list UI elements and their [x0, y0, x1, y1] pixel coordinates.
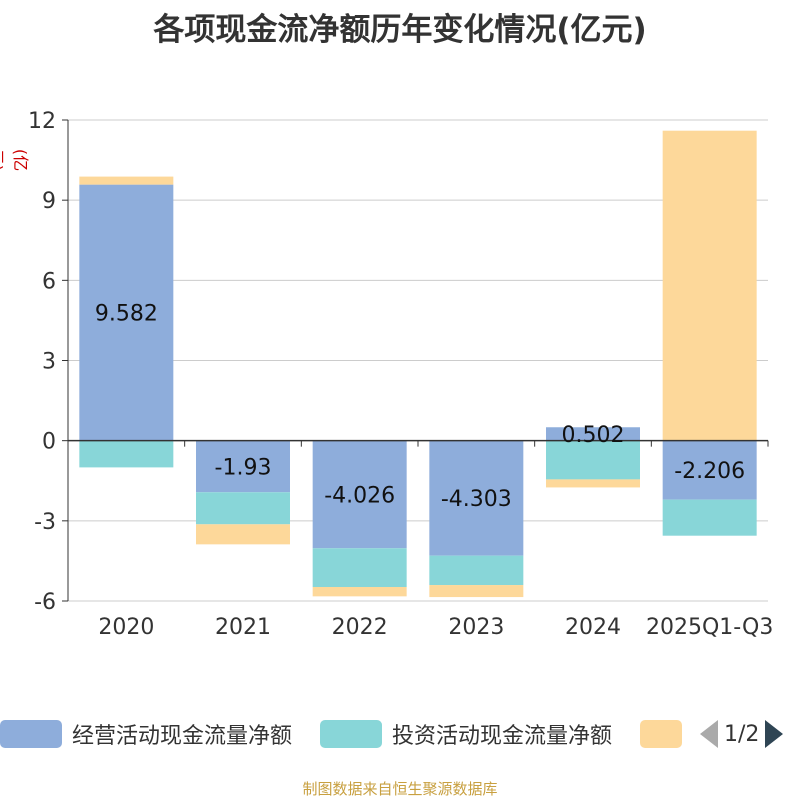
chart-title: 各项现金流净额历年变化情况(亿元)	[153, 12, 647, 48]
data-label: 9.582	[95, 302, 158, 327]
data-label: -2.206	[674, 459, 745, 484]
y-tick-label: 9	[42, 189, 56, 214]
y-tick-label: 3	[42, 350, 56, 375]
bar-segment-investing	[196, 492, 290, 525]
bar-segment-operating	[79, 184, 174, 441]
bar-segment-financing	[79, 176, 174, 185]
legend-label-investing: 投资活动现金流量净额	[392, 724, 613, 749]
legend-item-investing[interactable]: 投资活动现金流量净额	[320, 718, 612, 750]
bar-segment-operating	[429, 440, 524, 556]
legend-swatch-financing	[640, 720, 682, 748]
legend-pager: 1/2	[700, 718, 800, 750]
y-tick-label: -3	[34, 510, 56, 535]
x-tick-label: 2022	[332, 615, 388, 640]
legend-label-operating: 经营活动现金流量净额	[72, 724, 293, 749]
x-tick-label: 2025Q1-Q3	[646, 615, 773, 640]
y-tick-label: 0	[42, 430, 56, 455]
data-label: -4.303	[441, 487, 512, 512]
x-tick-label: 2023	[448, 615, 504, 640]
legend-item-operating[interactable]: 经营活动现金流量净额	[0, 718, 292, 750]
x-tick-label: 2021	[215, 615, 271, 640]
bar-segment-operating	[662, 440, 757, 500]
y-tick-label: -6	[34, 590, 56, 615]
data-source-note: 制图数据来自恒生聚源数据库	[302, 780, 498, 798]
bar-segment-operating	[312, 440, 407, 549]
bar-segment-financing	[429, 585, 524, 598]
bar-segment-investing	[312, 548, 407, 587]
legend-page-indicator: 1/2	[724, 721, 760, 747]
legend-swatch-operating	[0, 720, 62, 748]
bar-segment-investing	[429, 555, 524, 586]
bar-segment-investing	[546, 440, 640, 480]
x-tick-label: 2024	[565, 615, 621, 640]
data-label: -1.93	[215, 455, 272, 480]
legend-item-financing[interactable]	[640, 718, 692, 750]
bar-segment-financing	[546, 479, 640, 488]
triangle-left-icon[interactable]	[700, 720, 718, 748]
triangle-right-icon[interactable]	[765, 720, 784, 748]
bar-segment-financing	[662, 130, 757, 441]
bar-segment-investing	[662, 499, 757, 536]
chart-canvas: -6 -3 0 3 6 9 12 9.582 -1.93 -4.026 -4.303 0.502 -2.…	[28, 109, 773, 640]
data-label: -4.026	[324, 483, 395, 508]
legend-swatch-investing	[320, 720, 382, 748]
bar-segment-operating	[196, 440, 290, 493]
y-tick-label: 12	[28, 109, 56, 134]
y-tick-label: 6	[42, 269, 56, 294]
bar-segment-investing	[79, 440, 174, 468]
x-tick-label: 2020	[98, 615, 154, 640]
data-label: 0.502	[562, 423, 625, 448]
bar-segment-operating	[546, 427, 640, 441]
bar-segment-financing	[312, 586, 407, 597]
bar-segment-financing	[196, 524, 290, 545]
